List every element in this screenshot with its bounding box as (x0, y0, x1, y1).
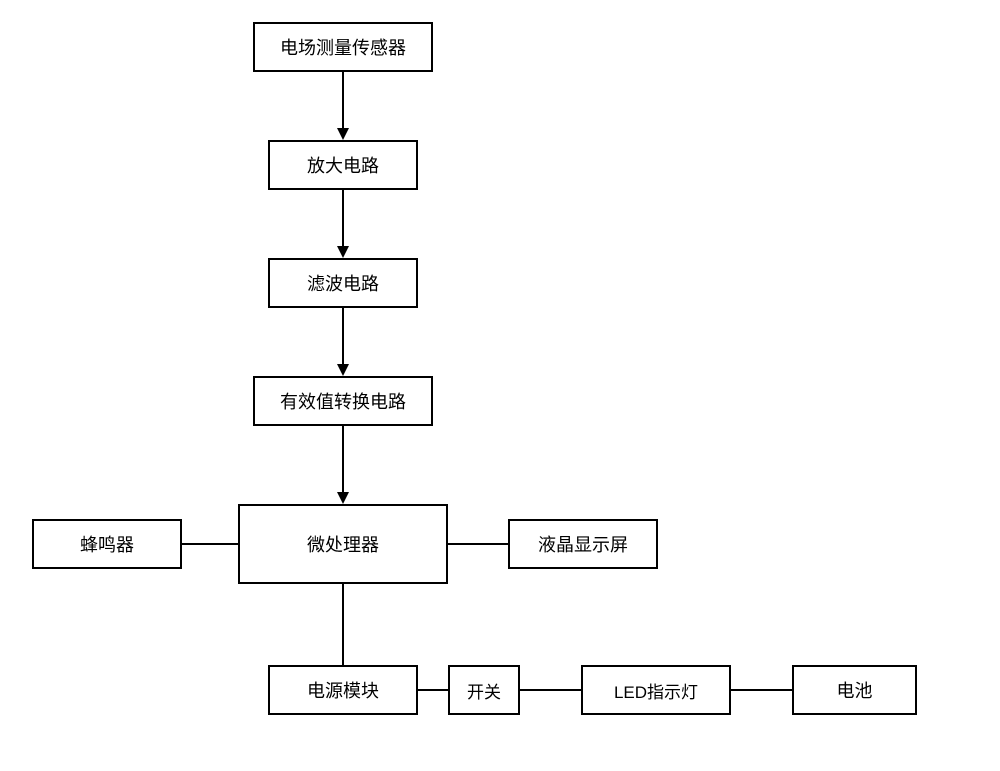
node-lcd: 液晶显示屏 (508, 519, 658, 569)
node-label: 滤波电路 (307, 270, 379, 296)
node-buzzer: 蜂鸣器 (32, 519, 182, 569)
node-label: 微处理器 (307, 531, 379, 557)
edge-rms-mcu (342, 426, 344, 492)
node-label: 电池 (837, 677, 873, 703)
arrow-rms-mcu (337, 492, 349, 504)
edge-mcu-power (342, 584, 344, 665)
node-label: 放大电路 (307, 152, 379, 178)
node-mcu: 微处理器 (238, 504, 448, 584)
edge-amplifier-filter (342, 190, 344, 246)
node-filter: 滤波电路 (268, 258, 418, 308)
node-sensor: 电场测量传感器 (253, 22, 433, 72)
arrow-sensor-amplifier (337, 128, 349, 140)
node-battery: 电池 (792, 665, 917, 715)
node-led: LED指示灯 (581, 665, 731, 715)
node-power: 电源模块 (268, 665, 418, 715)
node-label: 电源模块 (307, 677, 379, 703)
node-switch: 开关 (448, 665, 520, 715)
edge-switch-led (520, 689, 581, 691)
edge-sensor-amplifier (342, 72, 344, 128)
node-label: 蜂鸣器 (80, 531, 134, 557)
edge-buzzer-mcu (182, 543, 238, 545)
arrow-amplifier-filter (337, 246, 349, 258)
node-label: 电场测量传感器 (280, 34, 406, 60)
node-label: LED指示灯 (614, 678, 698, 703)
arrow-filter-rms (337, 364, 349, 376)
node-label: 液晶显示屏 (538, 531, 628, 557)
edge-mcu-lcd (448, 543, 508, 545)
edge-power-switch (418, 689, 448, 691)
edge-led-battery (731, 689, 792, 691)
edge-filter-rms (342, 308, 344, 364)
node-rms: 有效值转换电路 (253, 376, 433, 426)
node-label: 有效值转换电路 (280, 388, 406, 414)
node-amplifier: 放大电路 (268, 140, 418, 190)
node-label: 开关 (467, 678, 501, 703)
